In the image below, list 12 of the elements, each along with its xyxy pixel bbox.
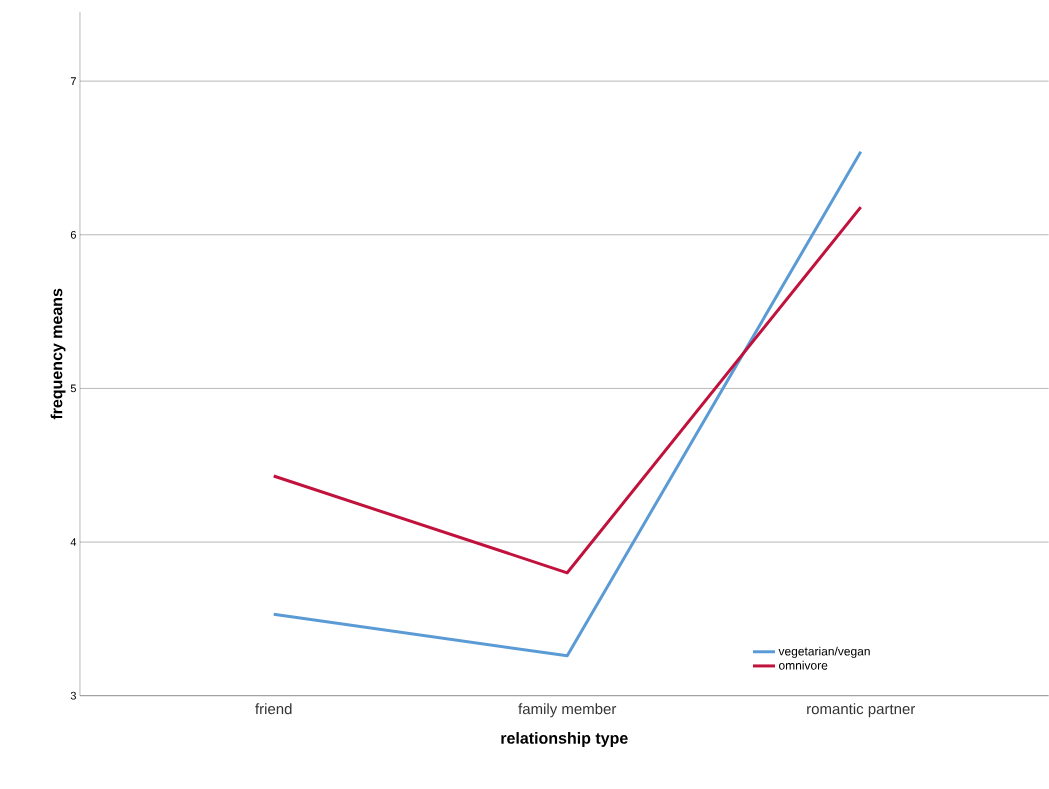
x-axis-title: relationship type — [501, 732, 628, 748]
legend-label: vegetarian/vegan — [778, 646, 870, 659]
y-axis-title: frequency means — [50, 288, 66, 420]
y-tick-label: 4 — [70, 538, 77, 547]
y-tick-label: 3 — [70, 691, 76, 700]
x-tick-label: family member — [518, 703, 617, 718]
x-tick-label: friend — [255, 703, 292, 715]
y-tick-label: 5 — [70, 384, 76, 393]
x-tick-label: romantic partner — [807, 703, 916, 718]
y-tick-label: 7 — [70, 77, 76, 86]
y-tick-label: 6 — [70, 231, 76, 239]
legend-label: omnivore — [779, 660, 828, 670]
